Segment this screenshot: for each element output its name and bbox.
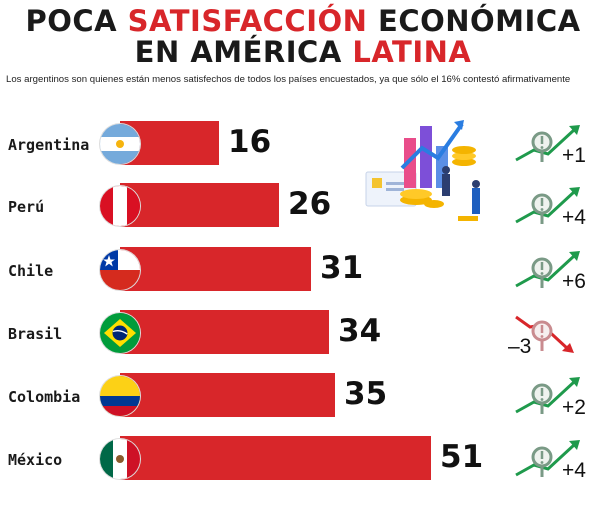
argentina-flag xyxy=(100,124,140,164)
bar-row: Argentina 16 +1 xyxy=(0,120,606,170)
bar-row: Chile 31 +6 xyxy=(0,246,606,296)
bar xyxy=(120,436,431,480)
bar xyxy=(120,183,279,227)
data-label: 31 xyxy=(320,250,364,286)
trend-down-icon: –3 xyxy=(508,309,606,359)
peru-flag xyxy=(100,186,140,226)
change-label: +4 xyxy=(562,206,586,229)
data-label: 35 xyxy=(344,376,388,412)
category-label: Perú xyxy=(8,198,45,216)
bar xyxy=(120,310,329,354)
bar xyxy=(120,247,311,291)
category-label: Chile xyxy=(8,262,54,280)
category-label: Brasil xyxy=(8,325,63,343)
data-label: 34 xyxy=(338,313,382,349)
colombia-flag xyxy=(100,376,140,416)
chart-subtitle: Los argentinos son quienes están menos s… xyxy=(6,74,571,85)
trend-up-icon: +4 xyxy=(512,182,606,232)
bar-row: Perú 26 +4 xyxy=(0,182,606,232)
change-label: –3 xyxy=(508,335,532,358)
change-label: +1 xyxy=(562,144,586,167)
title-highlight-2: LATINA xyxy=(352,35,472,69)
chart-title: POCA SATISFACCIÓN ECONÓMICA EN AMÉRICA L… xyxy=(0,6,606,68)
category-label: México xyxy=(8,451,63,469)
bar xyxy=(120,373,335,417)
data-label: 51 xyxy=(440,439,484,475)
title-text-2: ECONÓMICA xyxy=(367,4,581,38)
change-label: +2 xyxy=(562,396,586,419)
change-label: +4 xyxy=(562,459,586,482)
title-highlight-1: SATISFACCIÓN xyxy=(127,4,368,38)
trend-up-icon: +4 xyxy=(512,435,606,485)
title-text-3: EN AMÉRICA xyxy=(134,35,353,69)
category-label: Colombia xyxy=(8,388,81,406)
business-illustration xyxy=(365,120,480,221)
title-line-2: EN AMÉRICA LATINA xyxy=(0,37,606,68)
trend-up-icon: +1 xyxy=(512,120,606,170)
mexico-flag xyxy=(100,439,140,479)
data-label: 16 xyxy=(228,124,272,160)
title-line-1: POCA SATISFACCIÓN ECONÓMICA xyxy=(0,6,606,37)
title-text-1: POCA xyxy=(25,4,128,38)
bar-row: México 51 +4 xyxy=(0,435,606,485)
data-label: 26 xyxy=(288,186,332,222)
trend-up-icon: +6 xyxy=(512,246,606,296)
bar-row: Brasil 34 –3 xyxy=(0,309,606,359)
chile-flag xyxy=(100,250,140,290)
brazil-flag xyxy=(100,313,140,353)
trend-up-icon: +2 xyxy=(512,372,606,422)
bar-row: Colombia 35 +2 xyxy=(0,372,606,422)
change-label: +6 xyxy=(562,270,586,293)
category-label: Argentina xyxy=(8,136,90,154)
